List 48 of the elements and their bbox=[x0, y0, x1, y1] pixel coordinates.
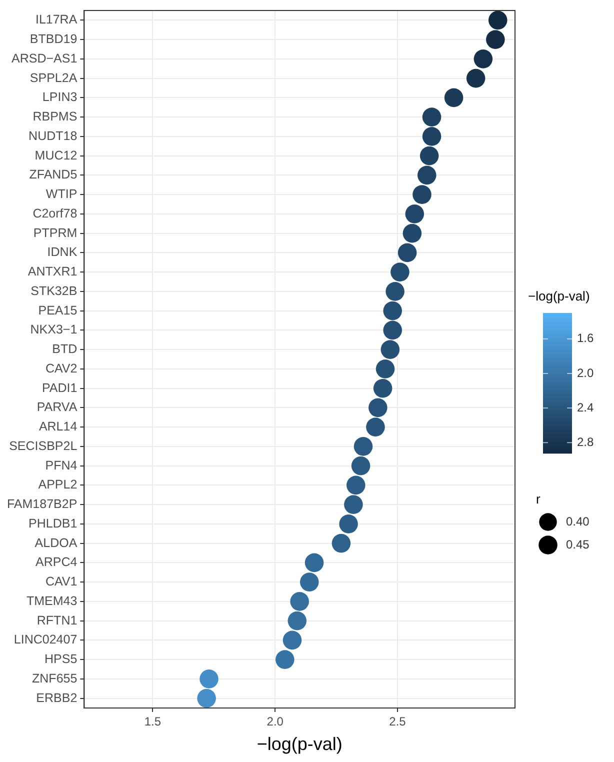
y-tick-label: LINC02407 bbox=[14, 632, 78, 647]
y-tick-label: RBPMS bbox=[32, 110, 78, 124]
y-tick-label: APPL2 bbox=[38, 478, 78, 492]
y-tick-label: LPIN3 bbox=[42, 90, 78, 104]
y-tick-label: HPS5 bbox=[44, 652, 78, 666]
y-tick-label: IL17RA bbox=[35, 12, 78, 27]
legend-label: 0.45 bbox=[566, 537, 590, 552]
y-tick-label: BTD bbox=[52, 342, 78, 356]
y-tick-label: C2orf78 bbox=[32, 206, 78, 220]
y-tick-label: ARSD−AS1 bbox=[12, 51, 78, 66]
y-tick-label: ZFAND5 bbox=[29, 168, 78, 182]
color-bar-label: 2.4 bbox=[577, 400, 594, 414]
y-tick-label: PTPRM bbox=[33, 226, 78, 240]
y-tick-label: ARPC4 bbox=[35, 555, 78, 570]
color-bar-label: 2.0 bbox=[577, 366, 594, 380]
y-tick-label: NKX3−1 bbox=[30, 322, 78, 337]
x-tick-label: 1.5 bbox=[144, 714, 162, 729]
color-bar-title: −log(p-val) bbox=[528, 288, 590, 304]
y-tick-label: ARL14 bbox=[38, 420, 78, 434]
y-tick-label: TMEM43 bbox=[26, 594, 78, 608]
x-tick-label: 2.5 bbox=[389, 714, 406, 729]
y-tick-label: PARVA bbox=[36, 400, 78, 414]
y-tick-label: SECISBP2L bbox=[9, 438, 78, 453]
x-axis-title: −log(p-val) bbox=[256, 734, 342, 754]
y-tick-label: FAM187B2P bbox=[6, 497, 78, 512]
y-tick-label: BTBD19 bbox=[30, 32, 78, 46]
y-tick-label: SPPL2A bbox=[30, 70, 78, 85]
legend-label: 0.40 bbox=[566, 514, 590, 528]
y-tick-label: CAV2 bbox=[45, 361, 78, 376]
y-tick-label: IDNK bbox=[47, 245, 78, 260]
y-tick-label: WTIP bbox=[46, 187, 78, 202]
y-tick-label: ANTXR1 bbox=[28, 264, 78, 279]
y-tick-label: NUDT18 bbox=[28, 128, 78, 143]
y-tick-label: STK32B bbox=[30, 284, 78, 298]
y-tick-label: PADI1 bbox=[42, 380, 78, 395]
y-tick-label: ERBB2 bbox=[36, 690, 78, 705]
color-bar-label: 1.6 bbox=[577, 331, 594, 346]
y-tick-label: PFN4 bbox=[45, 458, 78, 472]
y-tick-label: PHLDB1 bbox=[28, 516, 78, 530]
y-tick-label: CAV1 bbox=[45, 574, 78, 589]
y-tick-label: RFTN1 bbox=[36, 613, 78, 628]
y-tick-label: PEA15 bbox=[38, 303, 78, 318]
y-tick-label: ZNF655 bbox=[32, 671, 78, 686]
color-bar-label: 2.8 bbox=[577, 434, 594, 449]
y-tick-label: MUC12 bbox=[34, 148, 78, 162]
x-tick-label: 2.0 bbox=[266, 714, 284, 729]
legend-title: r bbox=[536, 492, 541, 507]
y-tick-label: ALDOA bbox=[34, 536, 78, 550]
